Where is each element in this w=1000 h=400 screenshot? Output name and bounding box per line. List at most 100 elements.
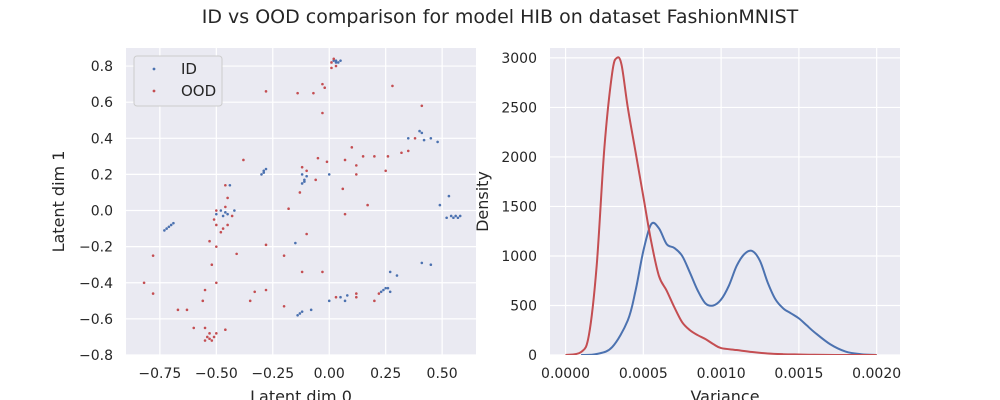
id-point <box>418 129 421 133</box>
ood-point <box>373 155 376 158</box>
ood-point <box>201 299 205 303</box>
ood-point <box>192 326 196 330</box>
y-tick-label: −0.2 <box>79 240 113 256</box>
ood-point <box>366 203 369 207</box>
ood-point <box>391 84 394 88</box>
ood-point <box>287 207 290 211</box>
ood-point <box>224 328 227 332</box>
y-tick-label: 0.8 <box>91 59 113 75</box>
x-tick-label: 0.25 <box>370 366 401 382</box>
ood-point <box>323 86 327 90</box>
ood-point <box>361 155 365 158</box>
ood-point <box>316 156 320 160</box>
x-tick-label: −0.75 <box>138 366 181 382</box>
ood-point <box>330 61 333 64</box>
y-tick-label: 1500 <box>501 199 537 215</box>
ood-point <box>330 66 333 70</box>
ood-point <box>350 146 354 149</box>
id-point <box>233 209 236 212</box>
ood-point <box>208 332 211 335</box>
y-tick-label: 0 <box>528 348 537 364</box>
ood-point <box>314 178 317 182</box>
id-point <box>445 216 448 220</box>
ood-point <box>305 169 308 173</box>
y-tick-label: 3000 <box>501 51 537 67</box>
id-point <box>228 183 232 187</box>
ood-point <box>264 288 268 292</box>
id-point <box>343 299 347 303</box>
id-density-line <box>581 221 877 355</box>
ood-point <box>224 205 227 209</box>
y-tick-label: 0.2 <box>91 167 113 183</box>
plot-area <box>550 48 900 355</box>
ood-point <box>355 164 358 167</box>
y-tick-label: −0.8 <box>79 348 113 364</box>
ood-point <box>300 165 304 169</box>
ood-point <box>384 169 387 173</box>
ood-point <box>203 326 207 330</box>
legend-marker-id <box>152 67 156 71</box>
ood-point <box>355 295 358 299</box>
x-tick-label: 0.0015 <box>774 366 823 382</box>
id-point <box>456 216 460 220</box>
y-tick-label: −0.4 <box>79 276 113 292</box>
id-point <box>388 270 392 274</box>
id-point <box>339 295 342 299</box>
id-point <box>309 308 313 312</box>
id-point <box>395 274 399 277</box>
id-point <box>172 221 175 225</box>
id-point <box>262 171 266 174</box>
ood-point <box>215 245 218 248</box>
ood-point <box>253 290 257 294</box>
ood-point <box>373 299 376 303</box>
ood-point <box>210 263 214 267</box>
ood-point <box>355 292 358 295</box>
id-point <box>454 214 457 218</box>
ood-point <box>413 136 417 140</box>
ood-point <box>203 288 207 292</box>
ood-point <box>205 335 209 339</box>
id-point <box>165 227 168 230</box>
id-point <box>458 214 462 218</box>
x-tick-label: 0.0020 <box>852 366 901 382</box>
id-point <box>345 294 349 297</box>
ood-point <box>343 212 347 216</box>
id-point <box>264 167 268 171</box>
id-point <box>300 182 304 185</box>
ood-point <box>332 57 336 61</box>
ood-point <box>176 308 180 312</box>
ood-point <box>325 160 329 164</box>
id-point <box>300 173 304 176</box>
ood-point <box>264 90 268 93</box>
ood-point <box>321 270 324 274</box>
legend-label-id: ID <box>181 60 197 78</box>
id-point <box>260 173 263 176</box>
ood-point <box>185 308 189 312</box>
ood-point <box>151 292 155 295</box>
ood-point <box>212 218 216 221</box>
ood-point <box>210 339 214 342</box>
id-point <box>420 261 424 265</box>
y-tick-label: 1000 <box>501 249 537 265</box>
y-tick-label: 0.6 <box>91 95 113 111</box>
ood-point <box>282 304 286 308</box>
x-axis-label: Variance <box>690 387 759 400</box>
id-point <box>382 288 385 292</box>
id-point <box>294 241 297 245</box>
ood-point <box>215 332 218 335</box>
ood-point <box>400 151 403 155</box>
id-point <box>305 174 308 178</box>
id-point <box>334 61 338 64</box>
y-tick-label: 2500 <box>501 100 537 116</box>
id-point <box>436 140 439 144</box>
id-point <box>298 312 302 315</box>
ood-point <box>312 91 315 95</box>
ood-point <box>212 335 216 339</box>
scatter-axes: −0.75 −0.50 −0.25 0.00 0.25 0.50 −0.8 −0.6 −0.4 −… <box>49 48 476 400</box>
id-point <box>438 203 442 207</box>
ood-point <box>305 232 308 236</box>
id-point <box>163 229 166 232</box>
ood-point <box>264 243 268 247</box>
id-point <box>303 180 306 183</box>
id-point <box>379 290 383 294</box>
